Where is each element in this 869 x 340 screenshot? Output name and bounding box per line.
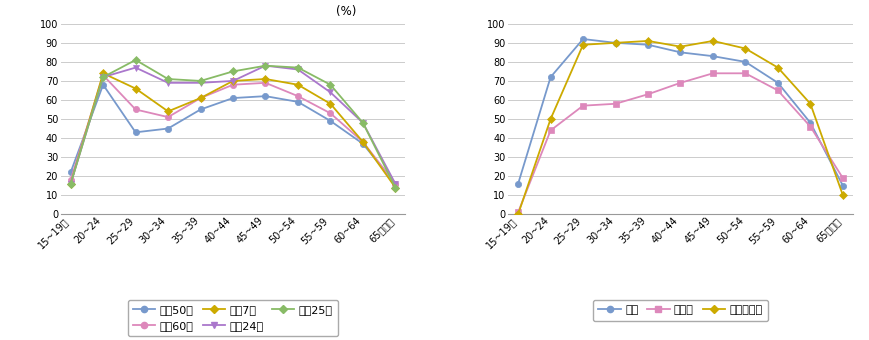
Text: (%): (%) — [336, 5, 356, 18]
Legend: 昭和50年, 昭和60年, 平成7年, 平成24年, 平成25年: 昭和50年, 昭和60年, 平成7年, 平成24年, 平成25年 — [128, 300, 338, 336]
Legend: 未婚, 有配偶, 死別・離別: 未婚, 有配偶, 死別・離別 — [593, 300, 767, 321]
